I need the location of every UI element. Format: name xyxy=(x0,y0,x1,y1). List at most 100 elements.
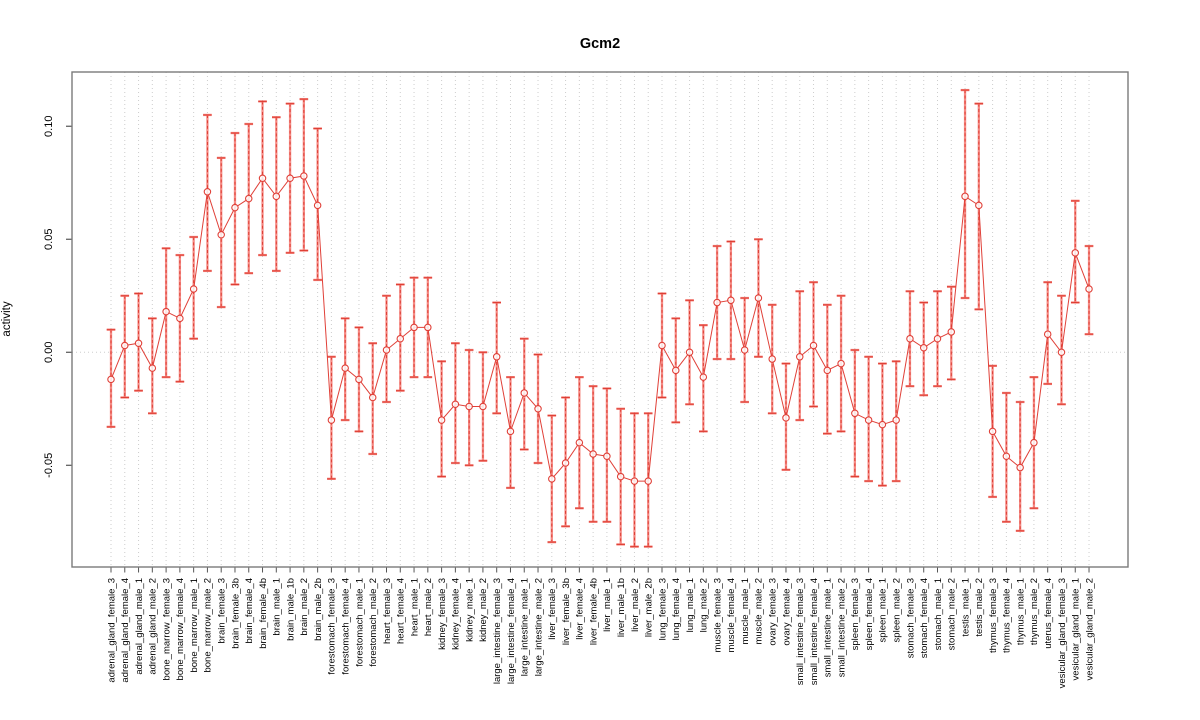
data-point-marker xyxy=(1085,285,1093,293)
data-point-marker xyxy=(479,402,487,411)
x-tick-label: brain_male_1b xyxy=(285,578,296,641)
data-point-marker xyxy=(134,339,143,347)
x-tick-label: liver_female_4b xyxy=(588,578,599,645)
data-point-marker xyxy=(189,285,198,293)
data-point-marker xyxy=(988,427,997,436)
data-point-marker xyxy=(575,438,584,447)
x-tick-label: large_intestine_male_2 xyxy=(533,578,544,676)
x-tick-label: bone_marrow_female_3 xyxy=(161,578,172,680)
data-point-marker xyxy=(231,203,239,212)
data-point-marker xyxy=(795,353,804,361)
x-tick-label: heart_male_1 xyxy=(409,578,420,636)
data-point-marker xyxy=(658,341,666,350)
x-tick-label: spleen_male_2 xyxy=(891,578,902,642)
data-point-marker xyxy=(286,174,294,182)
data-point-marker xyxy=(506,427,515,436)
x-tick-label: adrenal_gland_male_2 xyxy=(148,578,159,675)
data-point-marker xyxy=(548,475,556,483)
x-tick-label: bone_marrow_female_4 xyxy=(175,578,186,680)
data-point-marker xyxy=(1030,438,1038,447)
chart-title: Gcm2 xyxy=(579,36,621,52)
data-point-marker xyxy=(864,416,873,424)
data-point-marker xyxy=(520,389,528,397)
data-point-marker xyxy=(644,477,652,485)
data-point-marker xyxy=(672,366,680,375)
data-point-marker xyxy=(933,334,942,343)
x-tick-label: stomach_male_2 xyxy=(947,578,958,650)
x-tick-label: forestomach_female_3 xyxy=(327,578,338,675)
data-point-marker xyxy=(919,344,928,352)
x-tick-label: large_intestine_female_4 xyxy=(506,578,517,684)
data-point-marker xyxy=(272,192,281,201)
x-tick-label: liver_male_1b xyxy=(616,578,627,637)
x-tick-label: testis_male_1 xyxy=(960,578,971,637)
x-tick-label: heart_female_4 xyxy=(396,578,407,644)
x-tick-label: muscle_female_4 xyxy=(726,578,737,652)
data-point-marker xyxy=(368,393,377,402)
x-tick-label: liver_male_2b xyxy=(644,578,655,637)
data-point-marker xyxy=(437,416,446,424)
x-tick-label: vesicular_gland_male_1 xyxy=(1071,578,1082,680)
x-tick-label: spleen_male_1 xyxy=(878,578,889,642)
x-tick-label: small_intestine_female_4 xyxy=(809,578,820,685)
y-tick-label: 0.10 xyxy=(43,116,55,137)
data-point-marker xyxy=(740,346,749,354)
x-tick-label: forestomach_male_2 xyxy=(368,578,379,667)
x-tick-label: lung_male_2 xyxy=(699,578,710,632)
x-tick-label: muscle_female_3 xyxy=(712,578,723,652)
data-point-marker xyxy=(162,307,170,316)
data-point-marker xyxy=(341,364,349,372)
x-tick-label: kidney_female_4 xyxy=(451,578,462,650)
data-point-marker xyxy=(782,414,790,422)
data-point-marker xyxy=(327,416,336,424)
x-tick-label: vesicular_gland_male_2 xyxy=(1084,578,1095,680)
data-point-marker xyxy=(1057,348,1066,357)
data-point-marker xyxy=(809,341,818,350)
x-tick-label: liver_female_3 xyxy=(547,578,558,640)
y-tick-label: 0.05 xyxy=(43,229,55,250)
x-tick-label: heart_male_2 xyxy=(423,578,434,636)
data-point-marker xyxy=(176,314,184,323)
x-tick-label: muscle_male_1 xyxy=(740,578,751,645)
x-tick-label: thymus_male_1 xyxy=(1015,578,1026,645)
x-tick-label: liver_female_3b xyxy=(561,578,572,645)
x-tick-label: bone_marrow_male_2 xyxy=(203,578,214,673)
x-tick-label: spleen_female_3 xyxy=(850,578,861,650)
data-point-marker xyxy=(630,477,639,485)
x-tick-label: testis_male_2 xyxy=(974,578,985,637)
data-point-marker xyxy=(424,323,432,332)
data-point-marker xyxy=(382,346,391,354)
data-point-marker xyxy=(713,298,721,307)
x-tick-label: forestomach_male_1 xyxy=(354,578,365,667)
data-point-marker xyxy=(1016,463,1024,472)
data-point-marker xyxy=(534,405,542,413)
x-tick-label: lung_male_1 xyxy=(685,578,696,632)
x-tick-label: lung_female_3 xyxy=(657,578,668,640)
data-point-marker xyxy=(217,230,225,239)
x-tick-label: stomach_female_4 xyxy=(919,578,930,658)
data-point-marker xyxy=(961,192,969,201)
data-point-marker xyxy=(313,201,322,210)
data-point-marker xyxy=(754,294,763,302)
data-point-marker xyxy=(1002,452,1011,460)
data-point-marker xyxy=(203,188,212,196)
x-tick-label: large_intestine_male_1 xyxy=(520,578,531,676)
data-point-marker xyxy=(768,355,776,363)
data-point-marker xyxy=(148,364,157,372)
x-tick-label: stomach_male_1 xyxy=(933,578,944,650)
x-tick-label: kidney_male_1 xyxy=(464,578,475,642)
data-point-marker xyxy=(1043,330,1052,338)
data-point-marker xyxy=(465,402,473,411)
y-tick-label: -0.05 xyxy=(43,453,55,478)
x-tick-label: uterus_female_4 xyxy=(1043,578,1054,649)
x-tick-label: lung_female_4 xyxy=(671,578,682,640)
x-tick-label: liver_female_4 xyxy=(575,578,586,640)
data-point-marker xyxy=(685,348,694,357)
data-point-marker xyxy=(837,359,845,368)
x-tick-label: thymus_female_3 xyxy=(988,578,999,653)
x-tick-label: thymus_male_2 xyxy=(1029,578,1040,645)
x-tick-label: small_intestine_male_2 xyxy=(836,578,847,677)
data-point-marker xyxy=(561,459,570,467)
x-tick-label: ovary_female_4 xyxy=(781,578,792,646)
